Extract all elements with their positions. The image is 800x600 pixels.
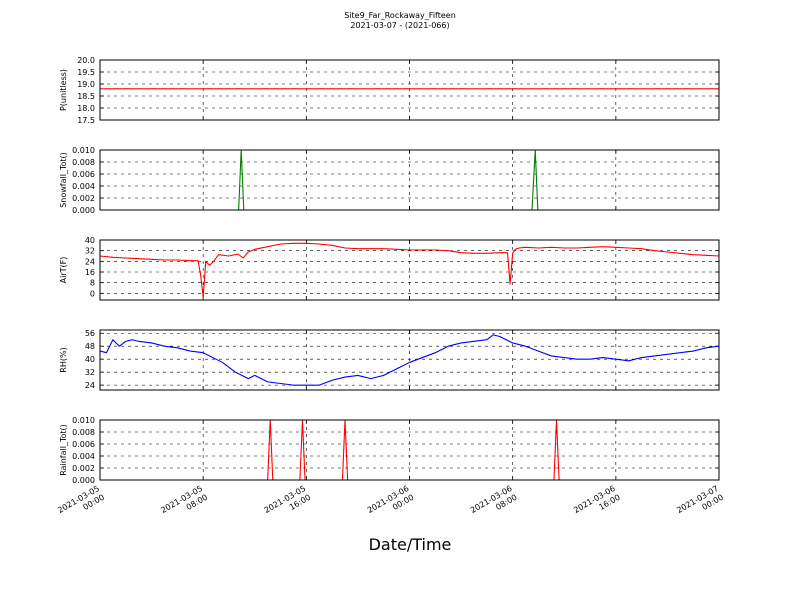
x-tick-label: 2021-03-0700:00 — [675, 484, 725, 524]
y-tick-label: 0.000 — [72, 476, 95, 485]
y-tick-label: 18.0 — [77, 104, 95, 113]
y-tick-label: 48 — [85, 342, 95, 351]
plot-frame — [99, 59, 720, 121]
y-axis-label: AirT(F) — [59, 257, 68, 284]
y-tick-label: 18.5 — [77, 92, 95, 101]
plot-frame — [99, 149, 720, 211]
x-tick-label: 2021-03-0516:00 — [263, 484, 313, 524]
chart-title: Site9_Far_Rockaway_Fifteen — [344, 11, 456, 20]
y-tick-label: 24 — [85, 257, 95, 266]
panel-0: 17.5 18.0 18.5 19.0 19.5 20.0 P(unitless) — [59, 56, 720, 125]
y-tick-label: 0.010 — [72, 416, 95, 425]
y-axis-label: P(unitless) — [59, 69, 68, 111]
panel-1: 0.000 0.002 0.004 0.006 0.008 0.010 Snowfall_T… — [59, 146, 720, 215]
series-line — [99, 242, 720, 298]
y-tick-label: 19.0 — [77, 80, 95, 89]
y-tick-label: 16 — [85, 268, 95, 277]
y-axis-label: RH(%) — [59, 347, 68, 372]
y-tick-label: 0.008 — [72, 158, 95, 167]
y-tick-label: 40 — [85, 236, 95, 245]
x-tick-label: 2021-03-0600:00 — [366, 484, 416, 524]
x-tick-label: 2021-03-0508:00 — [159, 484, 209, 524]
y-tick-label: 20.0 — [77, 56, 95, 65]
y-tick-label: 56 — [85, 329, 95, 338]
plot-frame — [99, 419, 720, 481]
y-tick-label: 0 — [90, 289, 95, 298]
x-axis-label: Date/Time — [369, 535, 452, 554]
panel-4: 0.000 0.002 0.004 0.006 0.008 0.010 Rainfall_T… — [59, 416, 720, 485]
y-tick-label: 0.004 — [72, 182, 95, 191]
y-tick-label: 32 — [85, 368, 95, 377]
y-tick-label: 32 — [85, 247, 95, 256]
y-tick-label: 24 — [85, 381, 95, 390]
x-tick-label: 2021-03-0500:00 — [56, 484, 106, 524]
y-tick-label: 0.002 — [72, 194, 95, 203]
y-tick-label: 0.006 — [72, 440, 95, 449]
series-line — [99, 334, 720, 386]
y-tick-label: 8 — [90, 279, 95, 288]
y-tick-label: 0.002 — [72, 464, 95, 473]
plot-frame — [99, 239, 720, 301]
y-tick-label: 0.008 — [72, 428, 95, 437]
panel-3: 24 32 40 48 56 RH(%) — [59, 329, 720, 391]
y-tick-label: 40 — [85, 355, 95, 364]
y-tick-label: 17.5 — [77, 116, 95, 125]
y-tick-label: 0.000 — [72, 206, 95, 215]
y-tick-label: 0.010 — [72, 146, 95, 155]
y-axis-label: Snowfall_Tot() — [59, 152, 68, 208]
plot-frame — [99, 329, 720, 391]
chart-subtitle: 2021-03-07 - (2021-066) — [350, 21, 450, 30]
y-tick-label: 0.006 — [72, 170, 95, 179]
y-axis-label: Rainfall_Tot() — [59, 424, 68, 476]
y-tick-label: 19.5 — [77, 68, 95, 77]
y-tick-label: 0.004 — [72, 452, 95, 461]
x-tick-label: 2021-03-0616:00 — [572, 484, 622, 524]
x-tick-label: 2021-03-0608:00 — [469, 484, 519, 524]
